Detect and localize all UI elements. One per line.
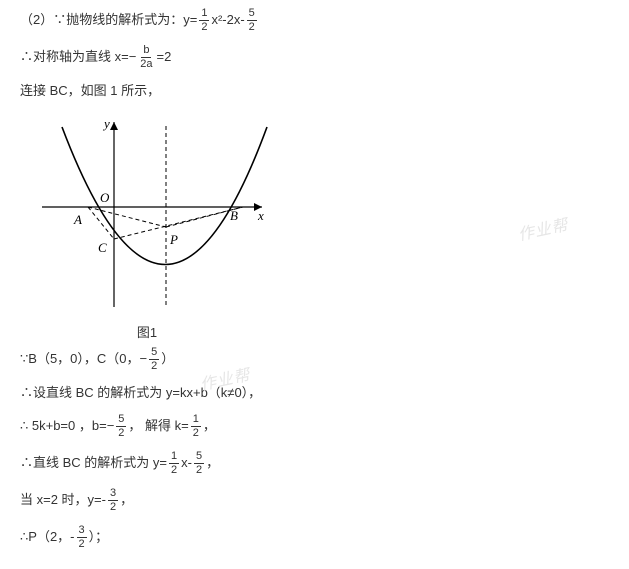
text: 当 x=2 时，y=- [20,491,106,509]
figure-1: x y O A B C P 图1 [32,112,609,342]
text: ∴直线 BC 的解析式为 y= [20,454,167,472]
text: ∴对称轴为直线 x=− [20,48,136,66]
svg-text:P: P [169,232,178,247]
line-8: 当 x=2 时，y=- 32 ， [20,488,609,513]
line-5: ∴设直线 BC 的解析式为 y=kx+b（k≠0）， [20,384,609,402]
line-2: ∴对称轴为直线 x=− b2a =2 [20,45,609,70]
text: ） [161,350,174,368]
fraction: 52 [194,451,204,476]
text: x- [181,454,192,472]
fraction: b2a [138,45,154,70]
fraction: 32 [108,488,118,513]
svg-text:A: A [73,212,82,227]
text: ∴ 5k+b=0 ，b=− [20,417,114,435]
line-1: （2）∵抛物线的解析式为：y= 12 x²-2x- 52 [20,8,609,33]
fraction: 12 [169,451,179,476]
text: ）； [89,528,109,546]
text: （2）∵抛物线的解析式为：y= [20,11,197,29]
text: ∵B（5，0），C（0，− [20,350,147,368]
fraction: 12 [191,414,201,439]
text: =2 [157,48,172,66]
fraction: 12 [199,8,209,33]
line-4: ∵B（5，0），C（0，− 52 ） [20,347,609,372]
line-3: 连接 BC，如图 1 所示， [20,82,609,100]
line-9: ∴P（2，- 32 ）； [20,525,609,550]
text: ， 解得 k= [128,417,188,435]
svg-text:x: x [257,208,264,223]
text: x²-2x- [211,11,244,29]
text: 连接 BC，如图 1 所示， [20,82,160,100]
line-6: ∴ 5k+b=0 ，b=− 52 ， 解得 k= 12 ， [20,414,609,439]
text: ∴P（2，- [20,528,75,546]
fraction: 32 [77,525,87,550]
fraction: 52 [247,8,257,33]
fraction: 52 [149,347,159,372]
svg-text:O: O [100,190,110,205]
text: ， [206,454,219,472]
text: ， [203,417,216,435]
figure-caption: 图1 [32,324,262,342]
svg-text:y: y [102,116,110,131]
text: ∴设直线 BC 的解析式为 y=kx+b（k≠0）， [20,384,261,402]
parabola-figure: x y O A B C P [32,112,272,317]
line-7: ∴直线 BC 的解析式为 y= 12 x- 52 ， [20,451,609,476]
svg-text:C: C [98,240,107,255]
text: ， [120,491,133,509]
fraction: 52 [116,414,126,439]
svg-text:B: B [230,208,238,223]
